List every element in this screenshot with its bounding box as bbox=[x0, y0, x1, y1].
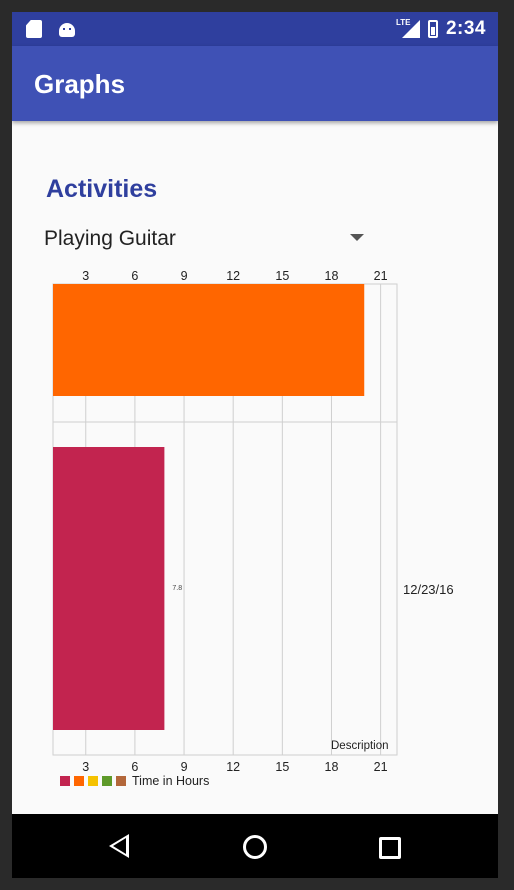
chart-canvas: 3 3 6 6 9 9 12 12 15 15 18 18 21 21 bbox=[52, 269, 398, 774]
status-bar: LTE 2:34 bbox=[12, 12, 498, 46]
legend-label: Time in Hours bbox=[132, 774, 210, 788]
bar-1 bbox=[53, 284, 365, 396]
app-bar: Graphs bbox=[12, 46, 498, 121]
sd-card-icon bbox=[26, 20, 42, 38]
x-tick-label-top: 21 bbox=[374, 269, 388, 283]
x-tick-label-bottom: 15 bbox=[275, 760, 289, 774]
legend-swatch-1 bbox=[60, 776, 70, 786]
battery-icon bbox=[427, 20, 438, 38]
bar-value-label: 7.8 bbox=[172, 585, 183, 592]
status-time: 2:34 bbox=[445, 18, 486, 39]
legend-swatch-5 bbox=[116, 776, 126, 786]
section-title: Activities bbox=[46, 175, 158, 203]
x-tick-label-bottom: 12 bbox=[226, 760, 240, 774]
lte-signal-icon: LTE bbox=[395, 18, 420, 38]
home-icon[interactable] bbox=[243, 835, 267, 859]
x-tick-label-top: 6 bbox=[131, 269, 138, 283]
x-tick-label-bottom: 6 bbox=[131, 760, 138, 774]
device-screen: LTE 2:34 Graphs Activities Playing Guita… bbox=[12, 12, 498, 878]
activity-spinner-value: Playing Guitar bbox=[44, 227, 176, 250]
category-label: 12/23/16 bbox=[403, 582, 454, 597]
legend-swatch-3 bbox=[88, 776, 98, 786]
app-title: Graphs bbox=[34, 69, 126, 99]
android-icon bbox=[58, 20, 76, 38]
legend-swatch-4 bbox=[102, 776, 112, 786]
navigation-bar bbox=[12, 814, 498, 878]
x-tick-label-top: 3 bbox=[82, 269, 89, 283]
back-icon[interactable] bbox=[109, 834, 129, 858]
x-tick-label-bottom: 21 bbox=[374, 760, 388, 774]
activity-spinner[interactable]: Playing Guitar bbox=[44, 222, 364, 258]
x-tick-label-top: 9 bbox=[181, 269, 188, 283]
chevron-down-icon[interactable] bbox=[350, 234, 364, 241]
bar-2 bbox=[53, 447, 165, 730]
x-tick-label-top: 12 bbox=[226, 269, 240, 283]
x-tick-label-top: 15 bbox=[275, 269, 289, 283]
x-tick-label-bottom: 9 bbox=[181, 760, 188, 774]
chart-description: Description bbox=[331, 740, 389, 752]
chart-legend: Time in Hours bbox=[60, 774, 209, 788]
x-tick-label-bottom: 18 bbox=[325, 760, 339, 774]
recents-icon[interactable] bbox=[379, 837, 401, 859]
legend-swatch-2 bbox=[74, 776, 84, 786]
x-tick-label-bottom: 3 bbox=[82, 760, 89, 774]
x-tick-label-top: 18 bbox=[325, 269, 339, 283]
network-label: LTE bbox=[395, 18, 411, 27]
